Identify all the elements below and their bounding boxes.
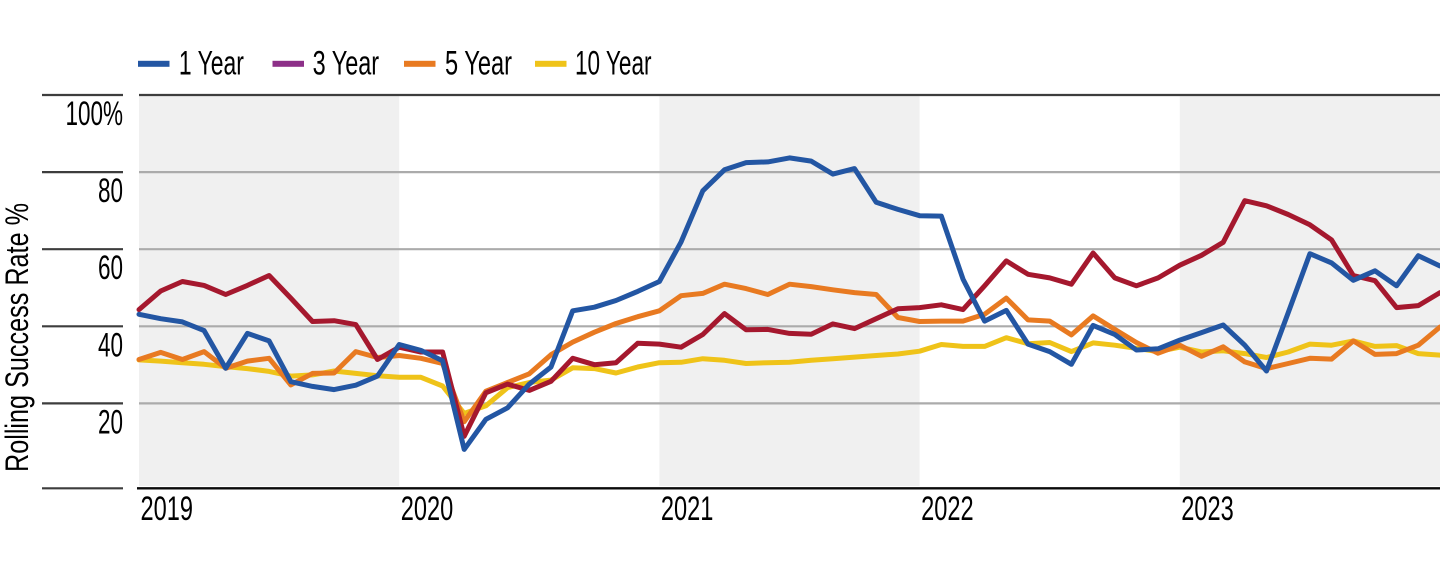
svg-text:2019: 2019 [141,490,194,528]
svg-text:2020: 2020 [401,490,454,528]
svg-text:3 Year: 3 Year [313,44,380,82]
svg-text:40: 40 [98,326,123,364]
svg-text:10 Year: 10 Year [575,44,652,82]
svg-text:2021: 2021 [661,490,714,528]
svg-text:100%: 100% [66,95,124,133]
svg-text:20: 20 [98,403,123,441]
svg-text:2023: 2023 [1181,490,1234,528]
svg-text:Rolling Success Rate %: Rolling Success Rate % [0,203,35,472]
svg-text:5 Year: 5 Year [445,44,512,82]
svg-text:60: 60 [98,249,123,287]
svg-text:1 Year: 1 Year [179,44,244,82]
svg-text:2022: 2022 [921,490,974,528]
svg-text:80: 80 [98,172,123,210]
